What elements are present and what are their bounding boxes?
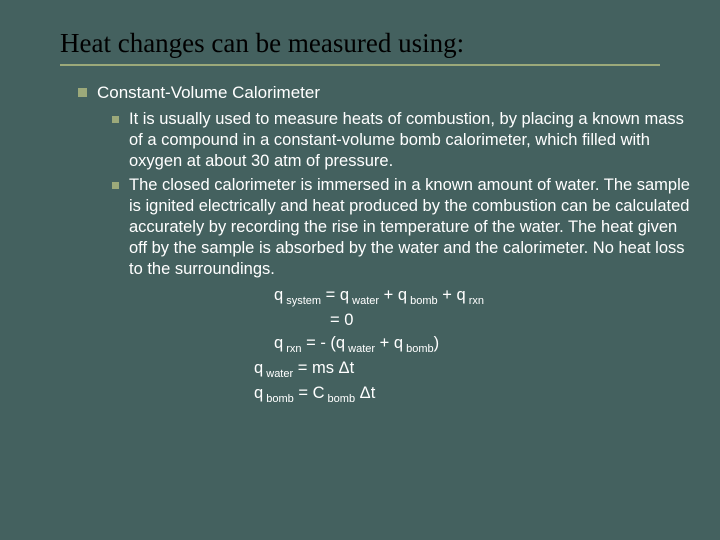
bullet-text: The closed calorimeter is immersed in a …	[129, 175, 698, 281]
list-item: It is usually used to measure heats of c…	[112, 109, 698, 172]
square-bullet-icon	[112, 182, 119, 189]
list-item: The closed calorimeter is immersed in a …	[112, 175, 698, 281]
square-bullet-icon	[112, 116, 119, 123]
equation-line: q rxn = - (q water + q bomb)	[274, 332, 698, 357]
bullet-text: It is usually used to measure heats of c…	[129, 109, 698, 172]
equation-block: q system = q water + q bomb + q rxn = 0 …	[274, 284, 698, 407]
equation-line: q bomb = C bomb Δt	[254, 382, 698, 407]
slide-title: Heat changes can be measured using:	[60, 28, 464, 59]
equation-line: q system = q water + q bomb + q rxn	[274, 284, 698, 309]
bullet-text: Constant-Volume Calorimeter	[97, 82, 320, 103]
equation-line: q water = ms Δt	[254, 357, 698, 382]
list-item: Constant-Volume Calorimeter	[78, 82, 698, 103]
title-underline	[60, 64, 660, 66]
slide-body: Constant-Volume Calorimeter It is usuall…	[78, 82, 698, 407]
square-bullet-icon	[78, 88, 87, 97]
equation-line: = 0	[274, 309, 698, 331]
